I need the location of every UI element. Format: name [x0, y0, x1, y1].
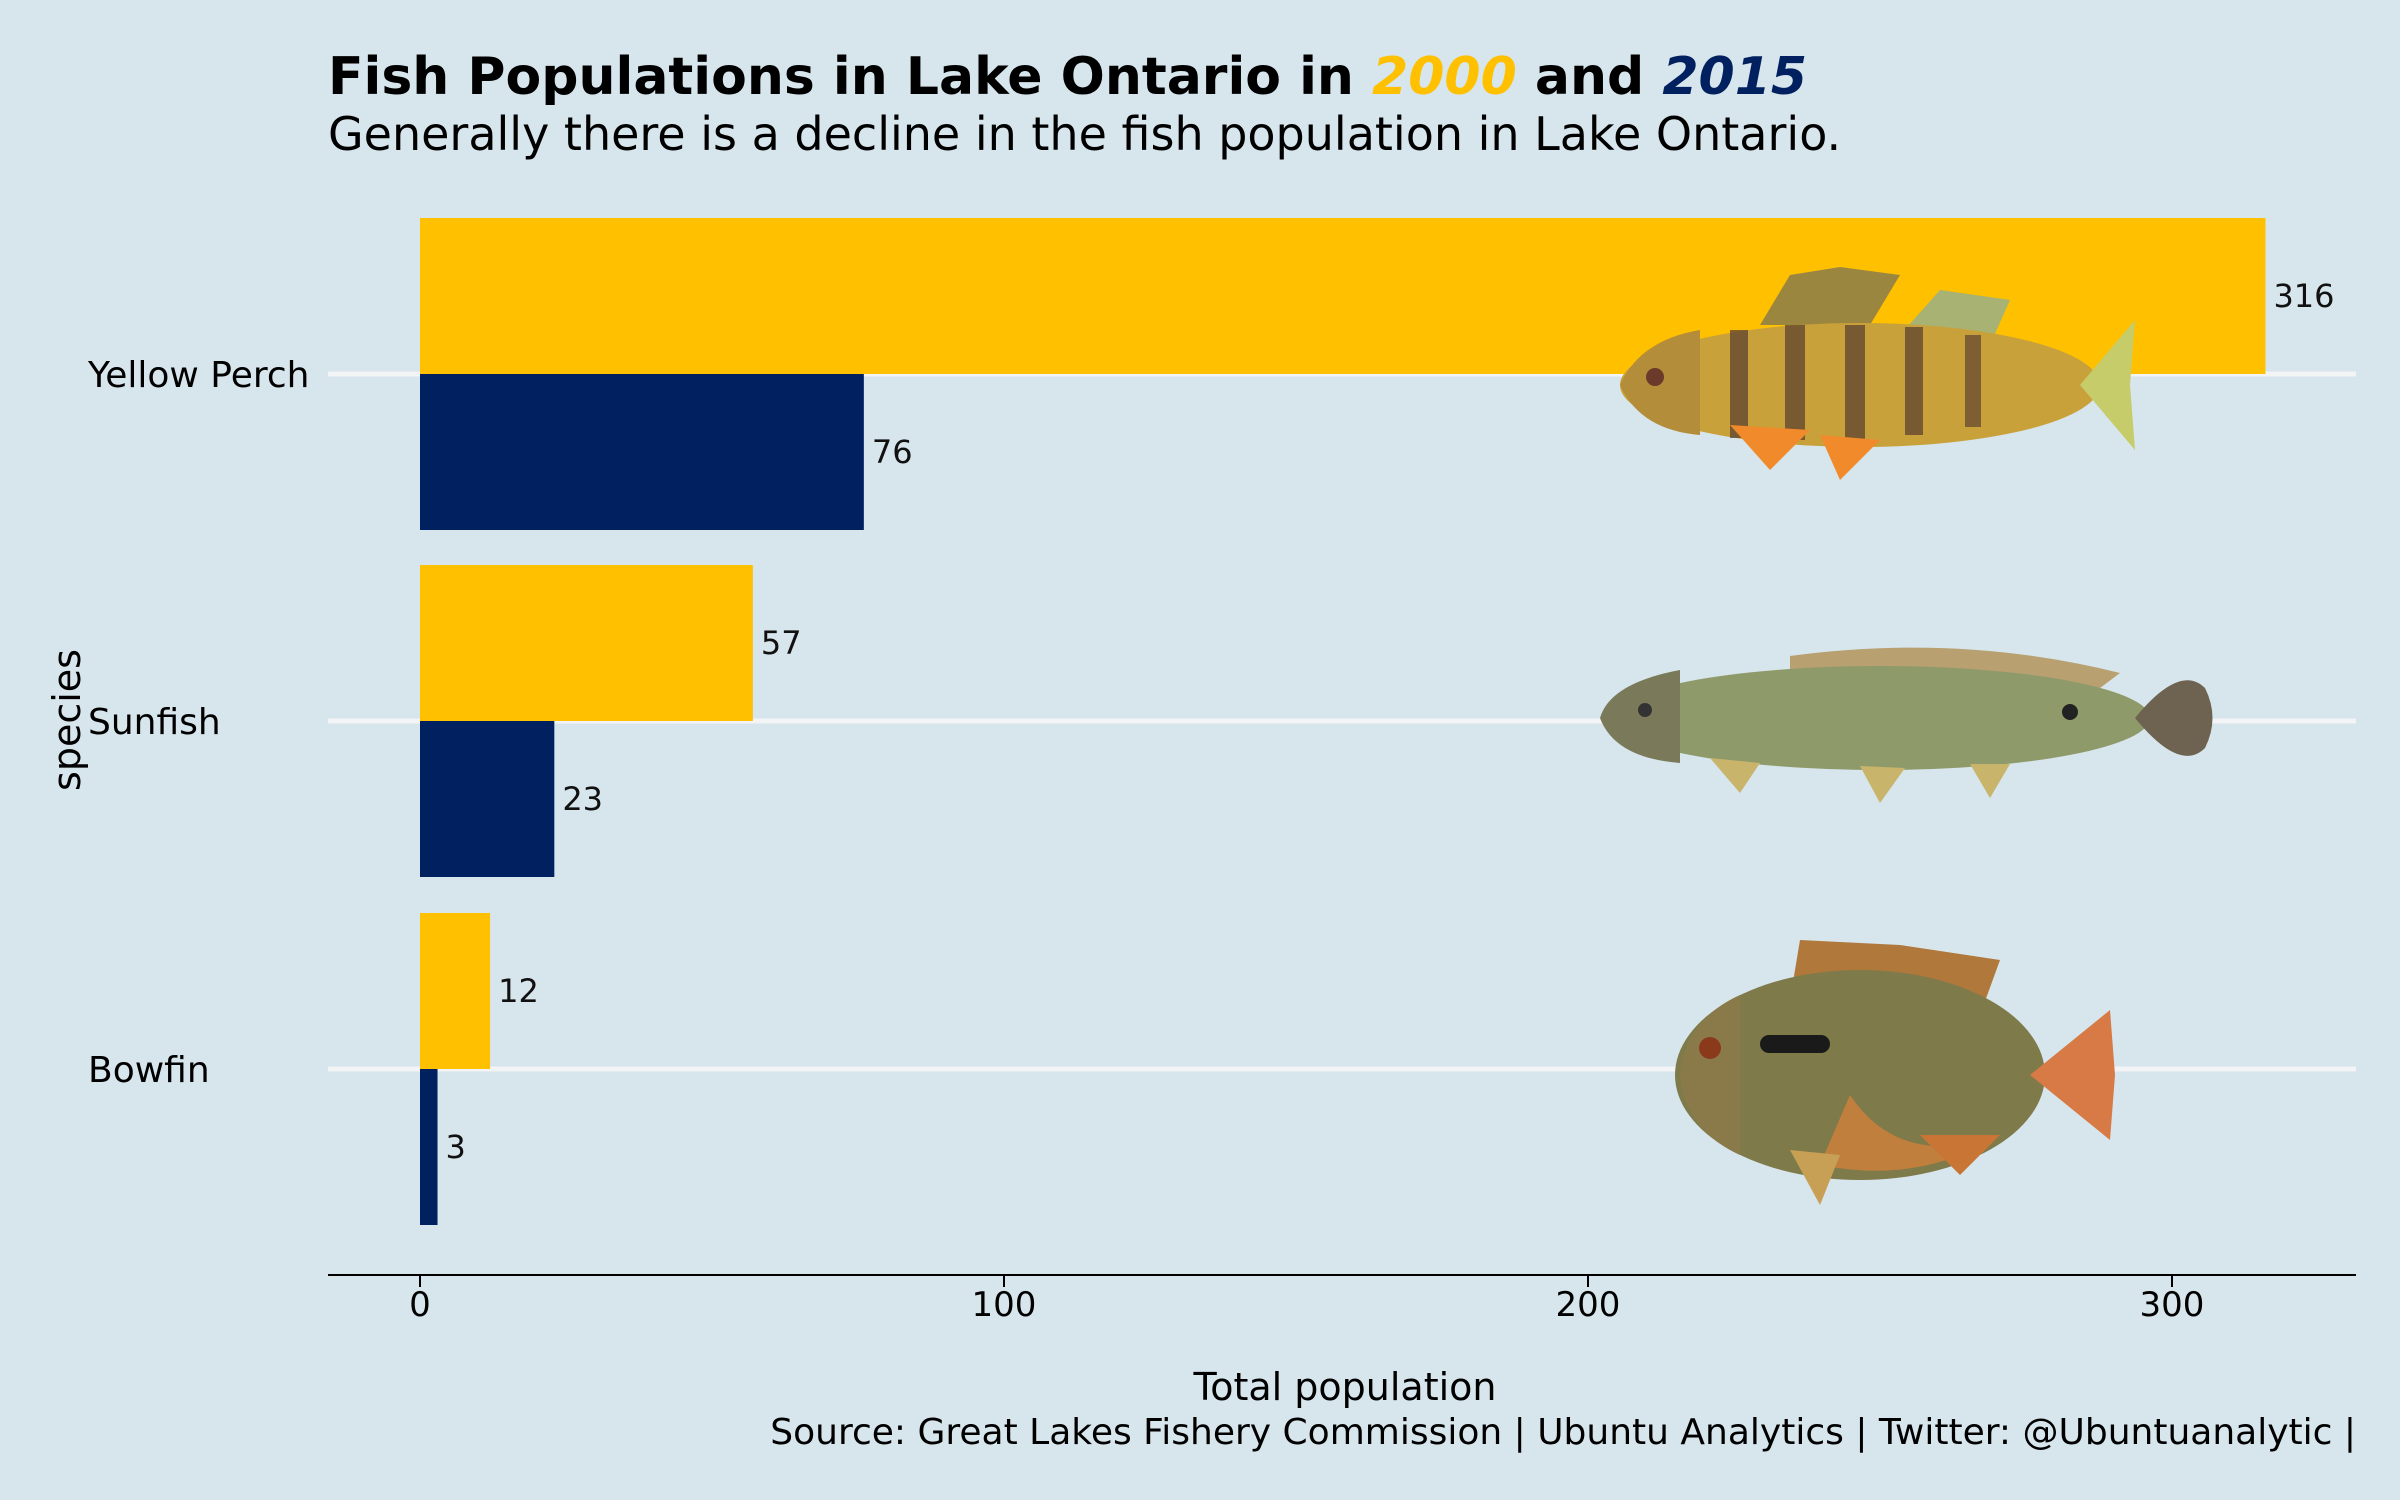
- value-label-sunfish-2000: 57: [761, 624, 802, 662]
- title-prefix: Fish Populations in Lake Ontario in: [328, 47, 1372, 107]
- yellow-perch-illustration: [1620, 267, 2135, 480]
- bar-sunfish-2015: [420, 721, 555, 877]
- value-label-yellow-perch-2000: 316: [2273, 277, 2334, 315]
- title-year-2000: 2000: [1372, 47, 1517, 107]
- x-tick-label-300: 300: [2140, 1285, 2205, 1325]
- bar-sunfish-2000: [420, 565, 753, 721]
- chart-subtitle: Generally there is a decline in the fish…: [328, 107, 1841, 161]
- category-label-sunfish: Sunfish: [88, 702, 221, 743]
- category-label-bowfin: Bowfin: [88, 1050, 210, 1091]
- value-labels: 316 76 57 23 12 3: [446, 277, 2335, 1166]
- x-tick-label-200: 200: [1556, 1285, 1621, 1325]
- x-tick-label-0: 0: [409, 1285, 431, 1325]
- title-year-2015: 2015: [1662, 47, 1807, 107]
- chart-caption: Source: Great Lakes Fishery Commission |…: [770, 1412, 2356, 1453]
- title-middle: and: [1517, 47, 1663, 107]
- category-labels: Yellow Perch Sunfish Bowfin: [87, 355, 309, 1091]
- x-axis-ticks: 0 100 200 300: [409, 1275, 2204, 1325]
- chart-title: Fish Populations in Lake Ontario in 2000…: [328, 47, 1807, 107]
- value-label-bowfin-2015: 3: [446, 1128, 466, 1166]
- sunfish-illustration: [1675, 940, 2115, 1205]
- bar-bowfin-2015: [420, 1069, 438, 1225]
- x-axis-title: Total population: [1192, 1365, 1496, 1409]
- y-axis-title: species: [45, 649, 89, 791]
- bar-bowfin-2000: [420, 913, 491, 1069]
- value-label-bowfin-2000: 12: [498, 972, 539, 1010]
- category-label-yellow-perch: Yellow Perch: [87, 355, 309, 396]
- bar-yellow-perch-2015: [420, 374, 864, 530]
- x-tick-label-100: 100: [972, 1285, 1037, 1325]
- value-label-yellow-perch-2015: 76: [872, 433, 913, 471]
- bowfin-illustration: [1600, 647, 2213, 803]
- value-label-sunfish-2015: 23: [562, 780, 603, 818]
